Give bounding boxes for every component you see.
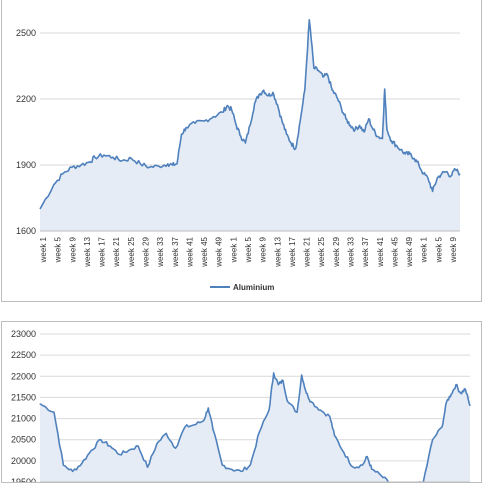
- x-tick-label: week 49: [405, 236, 414, 267]
- x-tick-label: week 41: [185, 236, 194, 267]
- y-tick-label: 20500: [11, 435, 36, 445]
- second-chart: 19500 20000 20500 21000 21500 22000 22500 23000: [11, 329, 471, 482]
- x-tick-label: week 13: [273, 236, 282, 267]
- y-tick-label: 21500: [11, 392, 36, 402]
- x-tick-label: week 37: [361, 236, 370, 267]
- y-tick-label: 2200: [16, 94, 36, 104]
- aluminium-chart-panel: 1600 1900 2200 2500 week 1 week 5 week 9 week 1…: [1, 0, 482, 302]
- x-tick-label: week 17: [288, 236, 297, 267]
- series-line: [39, 19, 461, 210]
- y-tick-label: 22500: [11, 350, 36, 360]
- series-area: [40, 19, 460, 231]
- series-line: [39, 372, 471, 482]
- x-tick-label: week 17: [98, 236, 107, 267]
- x-tick-label: week 45: [200, 236, 209, 267]
- x-tick-label: week 25: [317, 236, 326, 267]
- x-tick-label: week 41: [376, 236, 385, 267]
- series-area: [40, 372, 470, 482]
- legend-label: Aluminium: [233, 283, 274, 292]
- y-tick-label: 1900: [16, 160, 36, 170]
- x-tick-label: week 29: [142, 236, 151, 267]
- x-tick-label: week 21: [303, 236, 312, 267]
- x-tick-label: week 1: [420, 236, 429, 263]
- x-tick-label: week 25: [127, 236, 136, 267]
- x-tick-label: week 9: [259, 236, 268, 263]
- y-tick-label: 22000: [11, 371, 36, 381]
- second-chart-panel: 19500 20000 20500 21000 21500 22000 22500 23000: [1, 321, 482, 483]
- x-tick-label: week 1: [229, 236, 238, 263]
- x-tick-label: week 1: [39, 236, 48, 263]
- y-tick-label: 20000: [11, 456, 36, 466]
- x-tick-label: week 29: [332, 236, 341, 267]
- y-tick-label: 19500: [11, 477, 36, 482]
- x-tick-label: week 13: [83, 236, 92, 267]
- y-tick-label: 1600: [16, 226, 36, 236]
- y-tick-label: 2500: [16, 28, 36, 38]
- x-tick-label: week 9: [449, 236, 458, 263]
- x-tick-label: week 45: [390, 236, 399, 267]
- y-tick-label: 21000: [11, 414, 36, 424]
- x-tick-label: week 5: [434, 236, 443, 263]
- x-tick-label: week 49: [215, 236, 224, 267]
- x-tick-label: week 21: [112, 236, 121, 267]
- x-tick-label: week 9: [68, 236, 77, 263]
- x-tick-label: week 33: [347, 236, 356, 267]
- y-tick-label: 23000: [11, 329, 36, 339]
- x-tick-label: week 33: [156, 236, 165, 267]
- x-tick-label: week 37: [171, 236, 180, 267]
- x-tick-label: week 5: [54, 236, 63, 263]
- aluminium-chart: 1600 1900 2200 2500 week 1 week 5 week 9 week 1…: [16, 19, 461, 292]
- x-tick-label: week 5: [244, 236, 253, 263]
